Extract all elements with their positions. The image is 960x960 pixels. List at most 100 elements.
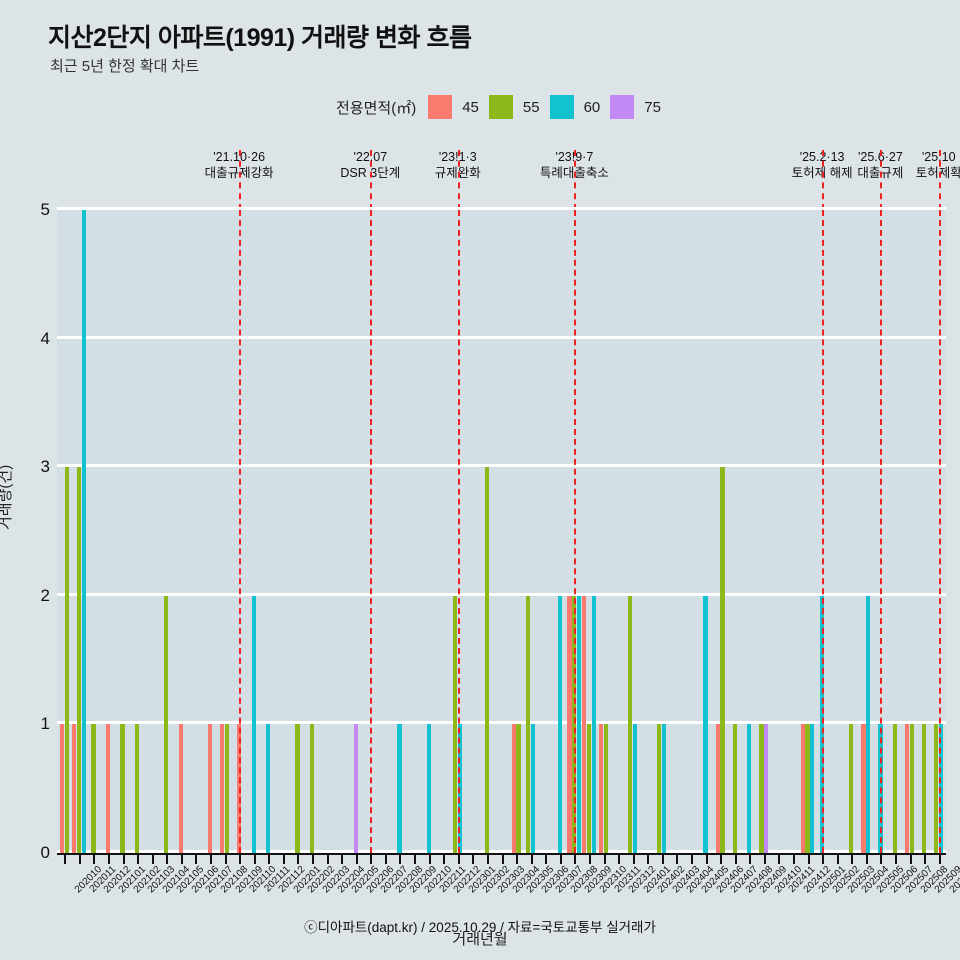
x-tick	[210, 855, 213, 864]
x-tick	[282, 855, 285, 864]
bar-202306-60[interactable]	[530, 724, 536, 853]
bar-202403-55[interactable]	[657, 724, 662, 853]
bar-202407-45[interactable]	[715, 724, 720, 853]
gridline	[57, 592, 946, 596]
gridline	[57, 207, 946, 210]
legend-label-60: 60	[583, 98, 601, 116]
annotation-line-stub	[574, 150, 577, 210]
legend-item-60[interactable]: 60	[549, 95, 601, 119]
x-tick	[486, 855, 489, 864]
bar-202011-55[interactable]	[76, 467, 81, 853]
bar-202103-55[interactable]	[135, 724, 140, 853]
bar-202301-60[interactable]	[458, 724, 463, 853]
x-tick	[224, 855, 227, 864]
annotation-line-stub	[938, 150, 941, 210]
bar-202101-45[interactable]	[105, 724, 111, 853]
bar-202301-55[interactable]	[453, 595, 458, 853]
x-tick	[341, 855, 344, 864]
annotation-202510: '25.10 토허제확	[879, 150, 960, 182]
gridline	[57, 850, 946, 853]
bar-202401-60[interactable]	[632, 724, 638, 853]
x-tick	[428, 855, 431, 864]
bar-202310-55[interactable]	[586, 724, 592, 853]
annotation-line-202510	[938, 210, 941, 853]
bar-202109-55[interactable]	[224, 724, 230, 853]
bar-202510-60[interactable]	[939, 724, 944, 853]
x-tick	[632, 855, 635, 864]
bar-202011-45[interactable]	[71, 724, 77, 853]
bar-202509-55[interactable]	[922, 724, 927, 853]
annotation-text: 토허제확	[915, 166, 960, 180]
bar-202501-55[interactable]	[805, 724, 810, 853]
bar-202311-55[interactable]	[603, 724, 608, 853]
x-tick	[836, 855, 839, 864]
y-tick-0: 0	[40, 843, 50, 862]
bar-202510-55[interactable]	[934, 724, 939, 853]
bar-202211-60[interactable]	[426, 724, 431, 853]
annotation-line-stub	[370, 150, 373, 210]
bar-202508-55[interactable]	[909, 724, 915, 853]
bar-202501-45[interactable]	[800, 724, 805, 853]
bar-202305-55[interactable]	[516, 724, 521, 853]
bar-202102-55[interactable]	[120, 724, 125, 853]
bar-202010-45[interactable]	[59, 724, 64, 853]
bar-202308-60[interactable]	[557, 595, 562, 853]
bar-202309-45[interactable]	[567, 595, 572, 853]
bar-202311-45[interactable]	[599, 724, 604, 853]
bar-202202-55[interactable]	[295, 724, 300, 853]
bar-202109-45[interactable]	[220, 724, 225, 853]
gridline	[57, 335, 946, 339]
bar-202209-60[interactable]	[397, 724, 402, 853]
legend-swatch-45	[428, 95, 453, 119]
bar-202501-60[interactable]	[810, 724, 815, 853]
bar-202309-60[interactable]	[577, 595, 582, 853]
bar-202306-55[interactable]	[526, 595, 531, 853]
bar-202111-60[interactable]	[251, 595, 256, 853]
x-tick	[545, 855, 548, 864]
bar-202403-60[interactable]	[662, 724, 667, 853]
annotation-date: '25.6·27	[858, 150, 903, 164]
annotation-line-202207	[370, 210, 373, 853]
annotation-line-stub	[239, 150, 242, 210]
bar-202010-55[interactable]	[64, 467, 69, 853]
legend-item-45[interactable]: 45	[428, 95, 479, 119]
bar-202012-55[interactable]	[91, 724, 96, 853]
bar-202206-75[interactable]	[353, 724, 358, 853]
bar-202112-60[interactable]	[266, 724, 271, 853]
bar-202401-55[interactable]	[628, 595, 633, 853]
bar-202508-45[interactable]	[905, 724, 910, 853]
legend-label-55: 55	[522, 98, 540, 116]
annotation-text: 특례대출축소	[539, 166, 609, 180]
bar-202504-55[interactable]	[849, 724, 854, 853]
legend-item-75[interactable]: 75	[610, 95, 661, 119]
bar-202305-45[interactable]	[511, 724, 516, 853]
bar-202407-55[interactable]	[720, 467, 725, 853]
bar-202505-45[interactable]	[861, 724, 866, 853]
x-tick	[180, 855, 183, 864]
bar-202505-60[interactable]	[866, 595, 871, 853]
bar-202310-60[interactable]	[591, 595, 596, 853]
bar-202507-55[interactable]	[892, 724, 898, 853]
legend-item-55[interactable]: 55	[488, 95, 540, 119]
annotation-text: 토허제 해제	[791, 166, 853, 180]
x-tick	[239, 855, 242, 864]
bar-202406-60[interactable]	[703, 595, 708, 853]
bar-202410-55[interactable]	[759, 724, 764, 853]
bar-202203-55[interactable]	[309, 724, 315, 853]
annotation-text: 대출규제강화	[204, 166, 274, 180]
y-tick-4: 4	[40, 328, 50, 348]
bar-202011-60[interactable]	[81, 210, 86, 853]
annotation-line-stub	[457, 150, 460, 210]
bar-202310-45[interactable]	[582, 595, 587, 853]
bar-202409-60[interactable]	[747, 724, 752, 853]
bar-202410-75[interactable]	[764, 724, 769, 853]
bar-202303-55[interactable]	[484, 467, 489, 853]
bar-202408-55[interactable]	[732, 724, 737, 853]
bar-202110-45[interactable]	[237, 724, 242, 853]
legend-swatch-60	[549, 95, 574, 119]
bar-202108-45[interactable]	[207, 724, 213, 853]
bar-202106-45[interactable]	[178, 724, 183, 853]
x-tick	[122, 855, 125, 864]
x-tick	[705, 855, 708, 864]
bar-202105-55[interactable]	[164, 595, 169, 853]
